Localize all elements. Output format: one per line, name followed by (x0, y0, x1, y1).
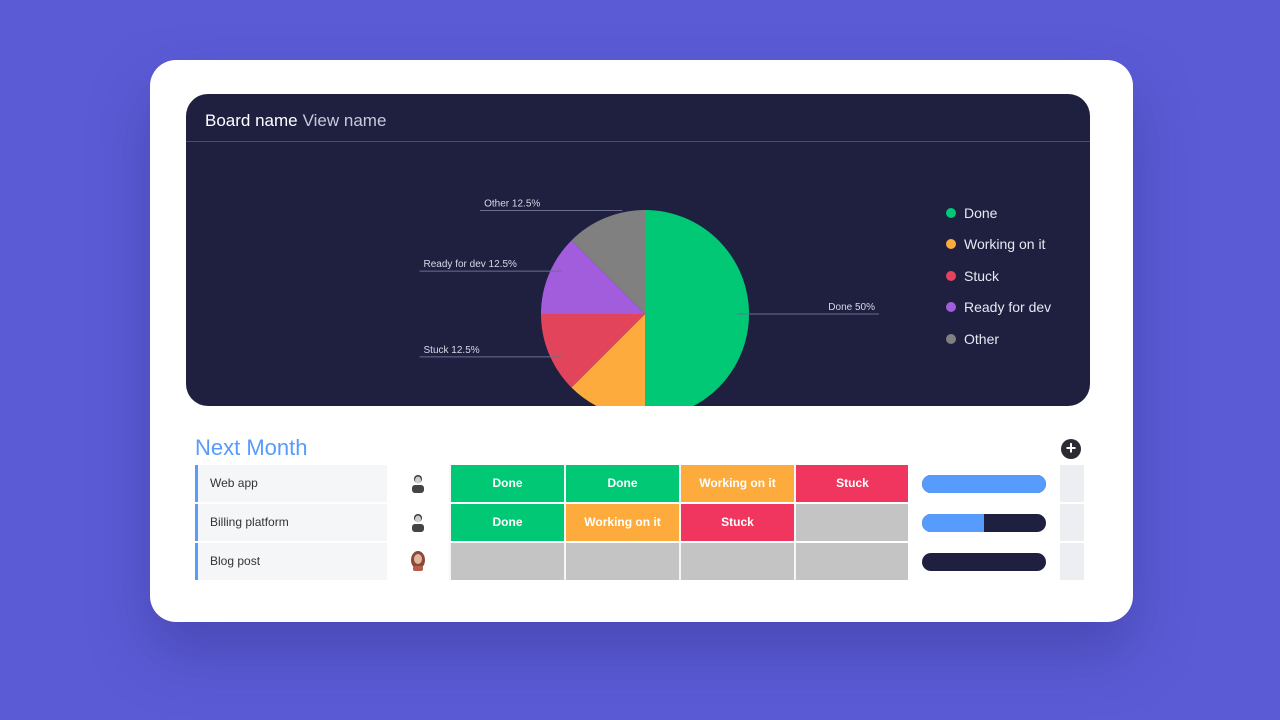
pie-slice-done[interactable] (645, 210, 749, 406)
person-avatar-icon (410, 551, 426, 571)
person-cell[interactable] (387, 504, 449, 541)
person-avatar-icon (410, 512, 426, 532)
legend-label: Working on it (964, 236, 1046, 253)
status-cell[interactable] (566, 543, 679, 580)
legend-dot-icon (946, 302, 956, 313)
items-table: Web app Done Done Working on it Stuck Billing… (195, 465, 1084, 582)
progress-bar (922, 553, 1046, 571)
legend-label: Stuck (964, 267, 1000, 284)
status-cell[interactable] (796, 504, 909, 541)
legend-item[interactable]: Stuck (946, 260, 1076, 292)
view-name[interactable]: View name (302, 111, 387, 130)
person-cell[interactable] (387, 543, 449, 580)
group-color-stripe (195, 543, 198, 580)
row-end-cell (1060, 504, 1084, 541)
legend-label: Done (964, 204, 998, 221)
pie-data-label: Done 50% (828, 302, 875, 313)
legend-dot-icon (946, 239, 956, 250)
item-name[interactable]: Blog post (210, 554, 261, 568)
legend-dot-icon (946, 333, 956, 344)
plus-circle-icon: + (1065, 438, 1077, 458)
pie-slice-working-on-it[interactable] (571, 314, 645, 406)
table-row[interactable]: Web app Done Done Working on it Stuck (195, 465, 1084, 502)
person-cell[interactable] (387, 465, 449, 502)
status-cell[interactable]: Working on it (681, 465, 794, 502)
pie-data-label: Other 12.5% (484, 199, 540, 210)
status-cell[interactable]: Stuck (681, 504, 794, 541)
table-row[interactable]: Billing platform Done Working on it Stuck (195, 504, 1084, 541)
legend-dot-icon (946, 207, 956, 218)
legend-dot-icon (946, 270, 956, 281)
pie-data-label: Working on it 12.5% (484, 405, 573, 406)
board-view-title: Board name View name (205, 111, 386, 131)
row-end-cell (1060, 465, 1084, 502)
table-row[interactable]: Blog post (195, 543, 1084, 580)
status-cell[interactable]: Done (451, 465, 564, 502)
group-color-stripe (195, 465, 198, 502)
board-name[interactable]: Board name (205, 111, 298, 130)
progress-fill (922, 514, 984, 532)
legend-label: Other (964, 330, 1000, 347)
pie-slice-ready-for-dev[interactable] (541, 240, 645, 314)
status-cell[interactable]: Stuck (796, 465, 909, 502)
pie-slice-stuck[interactable] (541, 314, 645, 388)
progress-bar (922, 514, 1046, 532)
chart-widget-header: Board name View name (186, 94, 1090, 142)
item-name[interactable]: Web app (210, 476, 258, 490)
pie-chart: Done 50% Working on it 12.5% Stuck 12.5% Re… (419, 199, 879, 406)
progress-fill (922, 475, 1046, 493)
status-cell[interactable]: Done (566, 465, 679, 502)
legend-item[interactable]: Ready for dev (946, 292, 1076, 324)
status-cell[interactable]: Working on it (566, 504, 679, 541)
pie-data-label: Stuck 12.5% (424, 345, 480, 356)
row-end-cell (1060, 543, 1084, 580)
legend-label: Ready for dev (964, 299, 1052, 316)
legend-item[interactable]: Working on it (946, 229, 1076, 261)
legend-item[interactable]: Done (946, 197, 1076, 229)
progress-cell[interactable] (908, 504, 1060, 541)
chart-legend: Done Working on it Stuck Ready for dev Other (946, 197, 1076, 355)
progress-bar (922, 475, 1046, 493)
status-cell[interactable] (681, 543, 794, 580)
group-color-stripe (195, 504, 198, 541)
group-title[interactable]: Next Month (195, 435, 308, 460)
pie-data-label: Ready for dev 12.5% (424, 259, 517, 270)
item-name[interactable]: Billing platform (210, 515, 289, 529)
progress-cell[interactable] (908, 543, 1060, 580)
status-cell[interactable] (796, 543, 909, 580)
pie-slice-other[interactable] (571, 210, 645, 314)
progress-cell[interactable] (908, 465, 1060, 502)
person-avatar-icon (410, 473, 426, 493)
status-cell[interactable] (451, 543, 564, 580)
legend-item[interactable]: Other (946, 323, 1076, 355)
status-cell[interactable]: Done (451, 504, 564, 541)
add-column-button[interactable]: + (1061, 439, 1081, 459)
